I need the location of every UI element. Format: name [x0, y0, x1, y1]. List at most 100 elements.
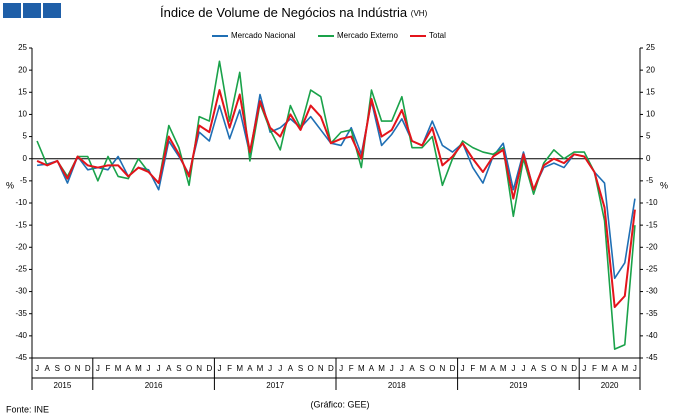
x-tick-label: J	[268, 364, 272, 373]
x-tick-label: S	[176, 364, 181, 373]
x-tick-label: J	[511, 364, 515, 373]
y-tick-label: -45	[15, 353, 27, 362]
x-tick-label: F	[470, 364, 475, 373]
x-tick-label: J	[521, 364, 525, 373]
x-tick-label: J	[217, 364, 221, 373]
y-tick-label: 20	[18, 65, 27, 74]
x-tick-label: O	[64, 364, 70, 373]
y2-tick-label: 0	[646, 154, 651, 163]
y-tick-label: 0	[23, 154, 28, 163]
y-tick-label: -25	[15, 265, 27, 274]
x-tick-label: M	[135, 364, 142, 373]
x-tick-label: J	[278, 364, 282, 373]
x-tick-label: A	[166, 364, 172, 373]
x-tick-label: N	[561, 364, 567, 373]
x-tick-label: O	[551, 364, 557, 373]
legend-label: Total	[429, 31, 446, 40]
x-tick-label: S	[541, 364, 546, 373]
y2-tick-label: -15	[646, 220, 658, 229]
x-tick-label: N	[196, 364, 202, 373]
x-tick-label: A	[490, 364, 496, 373]
x-tick-label: J	[582, 364, 586, 373]
x-tick-label: S	[419, 364, 424, 373]
y2-tick-label: 10	[646, 110, 655, 119]
x-tick-label: S	[55, 364, 60, 373]
y2-tick-label: 5	[646, 132, 651, 141]
x-tick-label: S	[298, 364, 303, 373]
year-label: 2018	[388, 381, 406, 390]
x-tick-label: M	[358, 364, 365, 373]
x-tick-label: J	[339, 364, 343, 373]
x-tick-label: M	[115, 364, 122, 373]
x-tick-label: M	[500, 364, 507, 373]
legend-label: Mercado Nacional	[231, 31, 296, 40]
logo-square	[43, 3, 61, 18]
year-label: 2016	[145, 381, 163, 390]
y2-tick-label: 25	[646, 43, 655, 52]
x-tick-label: F	[106, 364, 111, 373]
y2-tick-label: -35	[646, 309, 658, 318]
x-tick-label: D	[571, 364, 577, 373]
x-tick-label: M	[378, 364, 385, 373]
x-tick-label: O	[429, 364, 435, 373]
credit: (Gráfico: GEE)	[310, 399, 369, 409]
x-tick-label: J	[461, 364, 465, 373]
y-tick-label: -20	[15, 242, 27, 251]
y-tick-label: -5	[20, 176, 28, 185]
x-tick-label: A	[409, 364, 415, 373]
y2-axis-label: %	[660, 180, 668, 190]
y2-tick-label: -5	[646, 176, 654, 185]
y-axis-label: %	[6, 180, 14, 190]
x-tick-label: J	[96, 364, 100, 373]
x-tick-label: N	[318, 364, 324, 373]
legend-label: Mercado Externo	[337, 31, 398, 40]
x-tick-label: M	[257, 364, 264, 373]
x-tick-label: J	[633, 364, 637, 373]
x-tick-label: M	[601, 364, 608, 373]
x-tick-label: N	[75, 364, 81, 373]
x-tick-label: A	[126, 364, 132, 373]
x-tick-label: J	[35, 364, 39, 373]
x-tick-label: A	[45, 364, 51, 373]
y2-tick-label: -40	[646, 331, 658, 340]
x-tick-label: D	[450, 364, 456, 373]
x-tick-label: J	[157, 364, 161, 373]
y-tick-label: 25	[18, 43, 27, 52]
y-tick-label: -10	[15, 198, 27, 207]
logo-square	[23, 3, 41, 18]
y2-tick-label: -20	[646, 242, 658, 251]
x-tick-label: A	[288, 364, 294, 373]
year-label: 2015	[54, 381, 72, 390]
y2-tick-label: -30	[646, 287, 658, 296]
x-tick-label: A	[369, 364, 375, 373]
x-tick-label: D	[85, 364, 91, 373]
y2-tick-label: 15	[646, 87, 655, 96]
x-tick-label: M	[621, 364, 628, 373]
series-line	[36, 93, 636, 280]
x-tick-label: M	[480, 364, 487, 373]
year-label: 2020	[601, 381, 619, 390]
x-tick-label: O	[308, 364, 314, 373]
y2-tick-label: -45	[646, 353, 658, 362]
x-tick-label: F	[592, 364, 597, 373]
x-tick-label: A	[612, 364, 618, 373]
x-tick-label: M	[236, 364, 243, 373]
x-tick-label: A	[531, 364, 537, 373]
chart-title: Índice de Volume de Negócios na Indústri…	[160, 5, 428, 20]
y-tick-label: -40	[15, 331, 27, 340]
y-tick-label: -35	[15, 309, 27, 318]
x-tick-label: F	[349, 364, 354, 373]
x-tick-label: N	[440, 364, 446, 373]
x-tick-label: J	[400, 364, 404, 373]
x-tick-label: J	[147, 364, 151, 373]
y2-tick-label: -10	[646, 198, 658, 207]
y-tick-label: 10	[18, 110, 27, 119]
series-line	[36, 60, 636, 350]
y-tick-label: -15	[15, 220, 27, 229]
logo-square	[3, 3, 21, 18]
year-label: 2019	[510, 381, 528, 390]
x-tick-label: D	[206, 364, 212, 373]
series-line	[36, 89, 636, 309]
source: Fonte: INE	[6, 404, 49, 414]
